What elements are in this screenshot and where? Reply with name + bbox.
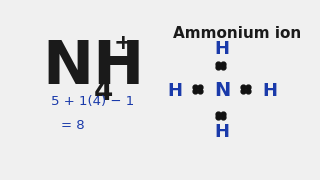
Text: Ammonium ion: Ammonium ion	[173, 26, 301, 41]
Text: 5 + 1(4) − 1: 5 + 1(4) − 1	[51, 95, 134, 108]
Text: H: H	[215, 40, 230, 58]
Text: +: +	[113, 33, 132, 53]
Text: = 8: = 8	[61, 119, 85, 132]
Text: H: H	[262, 82, 277, 100]
Text: N: N	[214, 81, 230, 100]
Text: H: H	[168, 82, 183, 100]
Text: 4: 4	[93, 78, 113, 106]
Text: H: H	[215, 123, 230, 141]
Text: NH: NH	[43, 38, 145, 97]
